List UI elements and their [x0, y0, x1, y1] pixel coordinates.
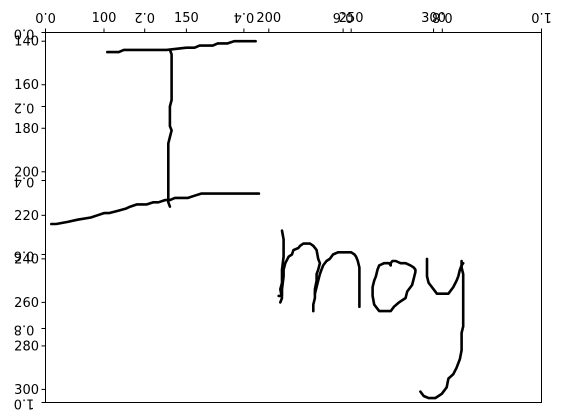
- overlay-left-tick-label: 0.2: [14, 100, 35, 115]
- y-tick-label: 160: [14, 78, 39, 93]
- x-tick-label: 250: [339, 11, 364, 26]
- overlay-top-tick-label: 0.8: [432, 9, 453, 24]
- handwriting-strokes: [49, 39, 465, 400]
- y-tick-label: 300: [14, 383, 39, 398]
- x-tick-label: 100: [92, 11, 117, 26]
- overlay-top-tick-label: 1.0: [531, 9, 552, 24]
- x-tick-label: 300: [421, 11, 446, 26]
- overlay-top-tick-label: 0.2: [134, 9, 155, 24]
- y-axis-tick-labels: 140 160 180 200 220 240 260 280 300: [14, 35, 46, 398]
- overlay-left-tick-label: 0.8: [14, 322, 35, 337]
- y-tick-label: 260: [14, 296, 39, 311]
- overlay-top-tick-label: 0.6: [333, 9, 354, 24]
- overlay-left-tick-label: 0.6: [14, 248, 35, 263]
- ink-stroke: [371, 259, 417, 313]
- x-tick-label: 200: [256, 11, 281, 26]
- overlay-left-tick-labels: 0.0 0.2 0.4 0.6 0.8 1.0: [14, 26, 46, 411]
- y-tick-label: 240: [14, 252, 39, 267]
- ink-stroke: [167, 48, 173, 208]
- ink-stroke: [419, 259, 465, 400]
- ink-stroke: [313, 251, 361, 309]
- overlay-top-tick-label: 0.0: [35, 9, 56, 24]
- y-tick-label: 140: [14, 35, 39, 50]
- overlay-left-tick-label: 0.4: [14, 174, 35, 189]
- y-tick-label: 280: [14, 339, 39, 354]
- overlay-top-tick-labels: 0.0 0.2 0.4 0.6 0.8 1.0: [35, 9, 552, 33]
- x-axis-tick-labels: 100 150 200 250 300: [92, 11, 446, 33]
- plot-frame: [45, 32, 542, 403]
- x-tick-label: 150: [174, 11, 199, 26]
- y-tick-label: 220: [14, 209, 39, 224]
- overlay-left-tick-label: 0.0: [14, 26, 35, 41]
- overlay-top-tick-label: 0.4: [234, 9, 255, 24]
- y-tick-label: 200: [14, 165, 39, 180]
- ink-stroke: [49, 192, 261, 226]
- y-tick-label: 180: [14, 122, 39, 137]
- ink-stroke: [106, 39, 257, 54]
- overlay-left-tick-label: 1.0: [14, 396, 35, 411]
- ink-stroke: [425, 257, 465, 296]
